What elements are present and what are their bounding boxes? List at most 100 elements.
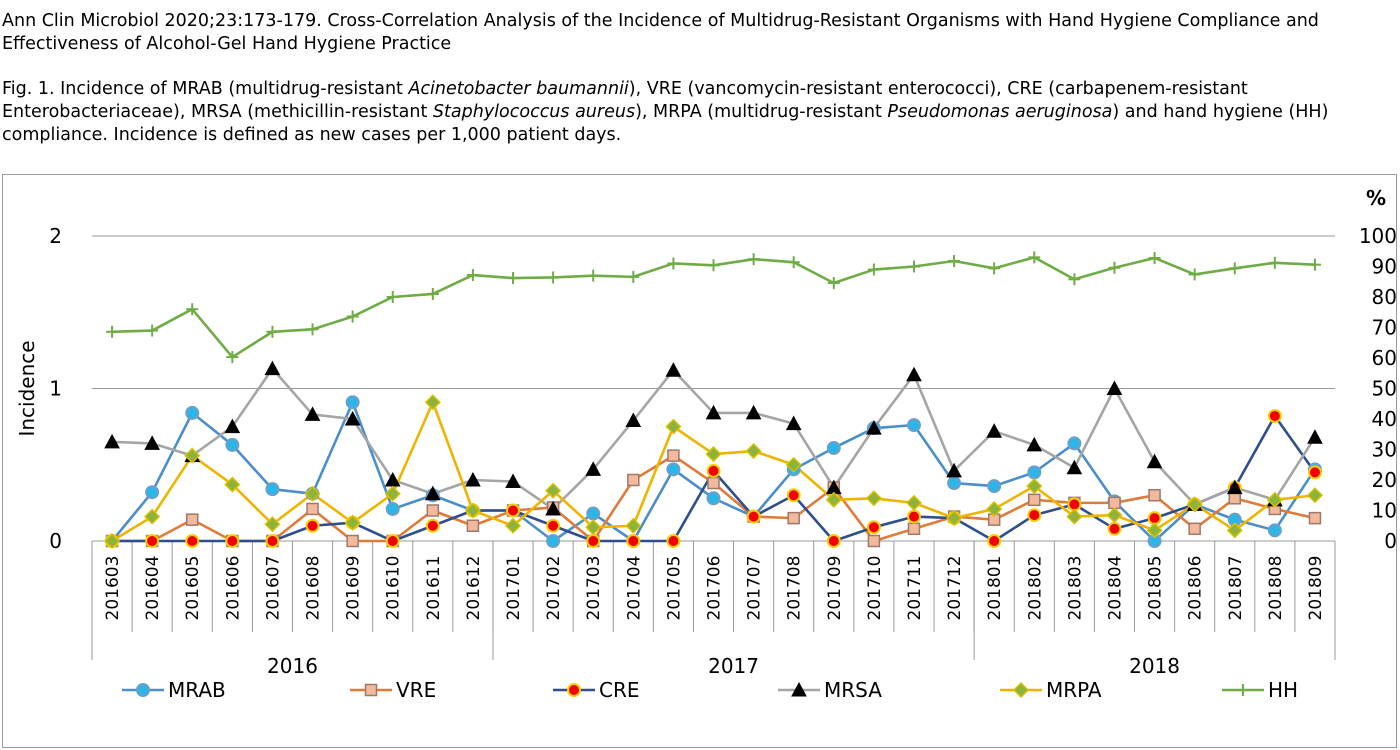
data-point: [667, 257, 680, 270]
legend-label: HH: [1268, 678, 1298, 702]
data-point: [106, 325, 119, 338]
legend-label: MRPA: [1046, 678, 1102, 702]
data-point: [185, 405, 200, 420]
data-point: [346, 310, 359, 323]
data-point: [1067, 436, 1082, 451]
data-point: [906, 366, 922, 382]
data-point: [1066, 508, 1083, 525]
legend-item-mrsa: MRSA: [778, 678, 882, 702]
x-tick-label: 201803: [1065, 556, 1085, 621]
data-point: [586, 506, 601, 521]
chart-frame: 0 1 2 0 10 20 30 40 50 60 70 80 90 100 Incidence% 2016 2…: [2, 174, 1397, 748]
legend-item-mrpa: MRPA: [1000, 678, 1102, 702]
data-point: [104, 433, 120, 449]
data-point: [185, 513, 199, 526]
x-tick-label: 201802: [1025, 556, 1045, 621]
data-point: [705, 404, 722, 420]
x-tick-label: 201610: [384, 556, 404, 621]
data-point: [507, 272, 520, 285]
data-point: [706, 463, 721, 478]
data-point: [1068, 273, 1081, 286]
x-tick-label: 201809: [1306, 556, 1326, 621]
data-point: [867, 263, 880, 276]
x-tick-label: 201804: [1105, 556, 1125, 621]
data-point: [867, 534, 881, 548]
data-point: [826, 440, 841, 455]
data-point: [1226, 522, 1243, 539]
data-point: [1027, 465, 1042, 480]
data-point: [304, 406, 321, 421]
series-line-hh: [112, 256, 1316, 359]
data-point: [264, 516, 281, 533]
data-point: [145, 485, 160, 500]
y-tick-label: 0: [49, 529, 62, 553]
data-point: [946, 462, 962, 478]
data-point: [1308, 258, 1321, 271]
data-point: [905, 494, 923, 511]
data-point: [344, 514, 361, 531]
data-point: [585, 461, 602, 476]
x-tick-label: 201608: [304, 556, 324, 621]
data-point: [666, 462, 681, 477]
x-tick-label: 201703: [584, 556, 604, 621]
x-tick-label: 201705: [664, 556, 684, 621]
data-point: [1148, 251, 1161, 264]
data-point: [425, 518, 440, 533]
data-point: [184, 447, 201, 464]
data-point: [1146, 453, 1163, 469]
year-label: 2018: [1129, 654, 1180, 678]
data-point: [1108, 261, 1121, 274]
data-point: [1027, 508, 1042, 523]
x-tick-label: 201603: [103, 556, 123, 621]
data-point: [1226, 479, 1243, 495]
caption-segment: Acinetobacter baumannii: [408, 79, 629, 99]
data-point: [906, 418, 921, 433]
data-point: [1148, 489, 1161, 502]
data-point: [426, 504, 440, 517]
data-point: [1267, 523, 1282, 538]
data-point: [665, 418, 682, 435]
data-point: [626, 534, 641, 548]
data-point: [306, 323, 319, 336]
data-point: [1307, 465, 1322, 480]
citation-text: Ann Clin Microbiol 2020;23:173-179. Cros…: [2, 11, 1319, 54]
x-tick-label: 201611: [424, 556, 444, 621]
y-right-tick-label: 30: [1372, 438, 1396, 462]
legend-label: MRAB: [168, 678, 226, 702]
data-point: [144, 435, 160, 450]
data-point: [707, 259, 720, 272]
data-point: [103, 532, 121, 550]
y-right-tick-label: 80: [1372, 285, 1396, 309]
caption-segment: Staphylococcus aureus: [432, 102, 636, 122]
data-point: [585, 519, 602, 536]
data-point: [946, 510, 963, 527]
data-point: [136, 683, 150, 697]
data-point: [705, 446, 722, 463]
data-point: [947, 476, 962, 491]
x-tick-label: 201704: [624, 556, 644, 621]
data-point: [706, 491, 721, 506]
data-point: [1266, 491, 1283, 508]
y-right-tick-label: 100: [1359, 224, 1396, 248]
data-point: [364, 683, 378, 697]
data-point: [745, 404, 762, 420]
data-point: [746, 509, 761, 524]
data-point: [1106, 507, 1123, 524]
data-point: [305, 518, 320, 533]
caption-segment: Pseudomonas aeruginosa: [887, 102, 1113, 122]
series-markers-hh: [106, 251, 1321, 364]
year-label: 2016: [267, 654, 318, 678]
data-point: [906, 509, 921, 524]
data-point: [1267, 408, 1282, 423]
data-point: [546, 534, 561, 548]
data-point: [785, 456, 802, 473]
data-point: [146, 324, 159, 337]
x-tick-label: 201807: [1226, 556, 1246, 621]
legend-label: MRSA: [824, 678, 882, 702]
data-point: [987, 534, 1002, 548]
data-point: [466, 519, 480, 532]
data-point: [827, 276, 840, 289]
data-point: [266, 325, 279, 338]
data-point: [1106, 380, 1123, 395]
